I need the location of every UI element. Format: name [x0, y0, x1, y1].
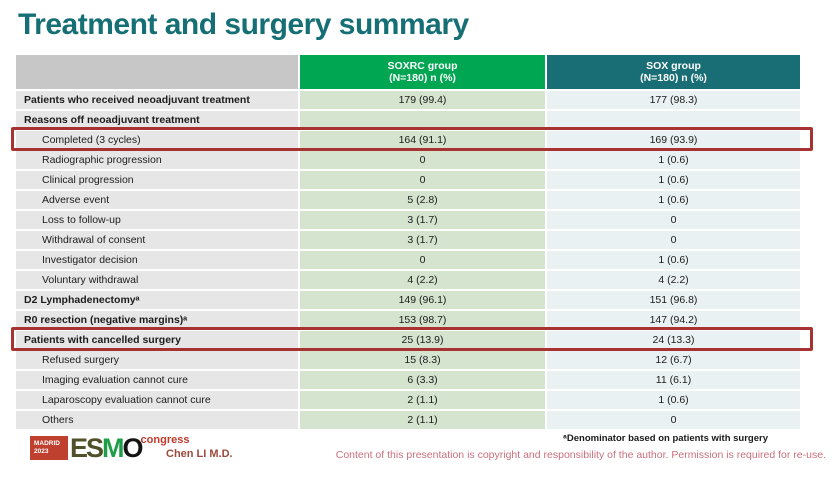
table-row: Radiographic progression 0 1 (0.6) [16, 151, 804, 169]
page-title: Treatment and surgery summary [18, 8, 469, 41]
sox-value: 1 (0.6) [547, 251, 800, 269]
row-label: Laparoscopy evaluation cannot cure [16, 391, 298, 409]
esmo-letter-e: E [70, 433, 88, 463]
table-row: Withdrawal of consent 3 (1.7) 0 [16, 231, 804, 249]
row-label: Investigator decision [16, 251, 298, 269]
soxrc-value: 153 (98.7) [300, 311, 545, 329]
madrid-2023-badge: MADRID 2023 [30, 436, 68, 460]
table-row: Completed (3 cycles) 164 (91.1) 169 (93.… [11, 127, 813, 151]
sox-value: 169 (93.9) [547, 131, 800, 149]
sox-value: 0 [547, 211, 800, 229]
summary-table: SOXRC group (N=180) n (%) SOX group (N=1… [11, 55, 813, 431]
esmo-letter-m: M [102, 433, 124, 463]
soxrc-value: 0 [300, 251, 545, 269]
esmo-letter-o: O [122, 433, 144, 463]
table-row: Clinical progression 0 1 (0.6) [16, 171, 804, 189]
soxrc-value: 2 (1.1) [300, 411, 545, 429]
table-row: Voluntary withdrawal 4 (2.2) 4 (2.2) [16, 271, 804, 289]
sox-value: 12 (6.7) [547, 351, 800, 369]
soxrc-value: 2 (1.1) [300, 391, 545, 409]
header-sox-line2: (N=180) n (%) [640, 72, 707, 84]
soxrc-value: 149 (96.1) [300, 291, 545, 309]
copyright-notice: Content of this presentation is copyrigh… [335, 449, 826, 461]
row-label: Clinical progression [16, 171, 298, 189]
row-label: Completed (3 cycles) [16, 131, 298, 149]
sox-value: 1 (0.6) [547, 151, 800, 169]
soxrc-value: 6 (3.3) [300, 371, 545, 389]
soxrc-value [300, 111, 545, 129]
row-label: Patients who received neoadjuvant treatm… [16, 91, 298, 109]
row-label: Withdrawal of consent [16, 231, 298, 249]
table-row: Patients with cancelled surgery 25 (13.9… [11, 327, 813, 351]
sox-value: 147 (94.2) [547, 311, 800, 329]
row-label: Voluntary withdrawal [16, 271, 298, 289]
author-credit: Chen LI M.D. [166, 448, 233, 460]
table-row: Laparoscopy evaluation cannot cure 2 (1.… [16, 391, 804, 409]
sox-value: 0 [547, 411, 800, 429]
sox-value: 1 (0.6) [547, 171, 800, 189]
esmo-congress-logo: MADRID 2023 ESMO congress [30, 433, 190, 463]
soxrc-value: 15 (8.3) [300, 351, 545, 369]
table-row: Investigator decision 0 1 (0.6) [16, 251, 804, 269]
soxrc-value: 25 (13.9) [300, 331, 545, 349]
table-row: Patients who received neoadjuvant treatm… [16, 91, 804, 109]
table-row: D2 Lymphadenectomyᵃ 149 (96.1) 151 (96.8… [16, 291, 804, 309]
row-label: D2 Lymphadenectomyᵃ [16, 291, 298, 309]
esmo-letter-s: S [86, 433, 104, 463]
soxrc-value: 0 [300, 171, 545, 189]
sox-value: 151 (96.8) [547, 291, 800, 309]
table-row: Reasons off neoadjuvant treatment [16, 111, 804, 129]
soxrc-value: 0 [300, 151, 545, 169]
header-sox-line1: SOX group [646, 60, 701, 72]
sox-value: 0 [547, 231, 800, 249]
congress-label: congress [140, 434, 190, 446]
table-row: R0 resection (negative margins)ᵃ 153 (98… [16, 311, 804, 329]
sox-value [547, 111, 800, 129]
sox-value: 4 (2.2) [547, 271, 800, 289]
soxrc-value: 5 (2.8) [300, 191, 545, 209]
table-header-row: SOXRC group (N=180) n (%) SOX group (N=1… [16, 55, 804, 89]
badge-location: MADRID [34, 440, 60, 447]
row-label: Loss to follow-up [16, 211, 298, 229]
header-sox-group: SOX group (N=180) n (%) [547, 55, 800, 89]
soxrc-value: 179 (99.4) [300, 91, 545, 109]
sox-value: 1 (0.6) [547, 391, 800, 409]
row-label: Imaging evaluation cannot cure [16, 371, 298, 389]
row-label: R0 resection (negative margins)ᵃ [16, 311, 298, 329]
table-body: Patients who received neoadjuvant treatm… [11, 91, 813, 429]
soxrc-value: 3 (1.7) [300, 211, 545, 229]
row-label: Refused surgery [16, 351, 298, 369]
table-row: Imaging evaluation cannot cure 6 (3.3) 1… [16, 371, 804, 389]
header-blank-cell [16, 55, 298, 89]
header-soxrc-line2: (N=180) n (%) [389, 72, 456, 84]
badge-year: 2023 [34, 448, 49, 455]
soxrc-value: 3 (1.7) [300, 231, 545, 249]
table-row: Adverse event 5 (2.8) 1 (0.6) [16, 191, 804, 209]
row-label: Reasons off neoadjuvant treatment [16, 111, 298, 129]
row-label: Patients with cancelled surgery [16, 331, 298, 349]
sox-value: 11 (6.1) [547, 371, 800, 389]
soxrc-value: 164 (91.1) [300, 131, 545, 149]
row-label: Others [16, 411, 298, 429]
sox-value: 1 (0.6) [547, 191, 800, 209]
sox-value: 177 (98.3) [547, 91, 800, 109]
table-footnote: ᵃDenominator based on patients with surg… [563, 433, 768, 444]
table-row: Loss to follow-up 3 (1.7) 0 [16, 211, 804, 229]
header-soxrc-line1: SOXRC group [387, 60, 458, 72]
row-label: Adverse event [16, 191, 298, 209]
sox-value: 24 (13.3) [547, 331, 800, 349]
soxrc-value: 4 (2.2) [300, 271, 545, 289]
header-soxrc-group: SOXRC group (N=180) n (%) [300, 55, 545, 89]
esmo-logo-text: ESMO [70, 433, 144, 463]
row-label: Radiographic progression [16, 151, 298, 169]
table-row: Others 2 (1.1) 0 [16, 411, 804, 429]
table-row: Refused surgery 15 (8.3) 12 (6.7) [16, 351, 804, 369]
